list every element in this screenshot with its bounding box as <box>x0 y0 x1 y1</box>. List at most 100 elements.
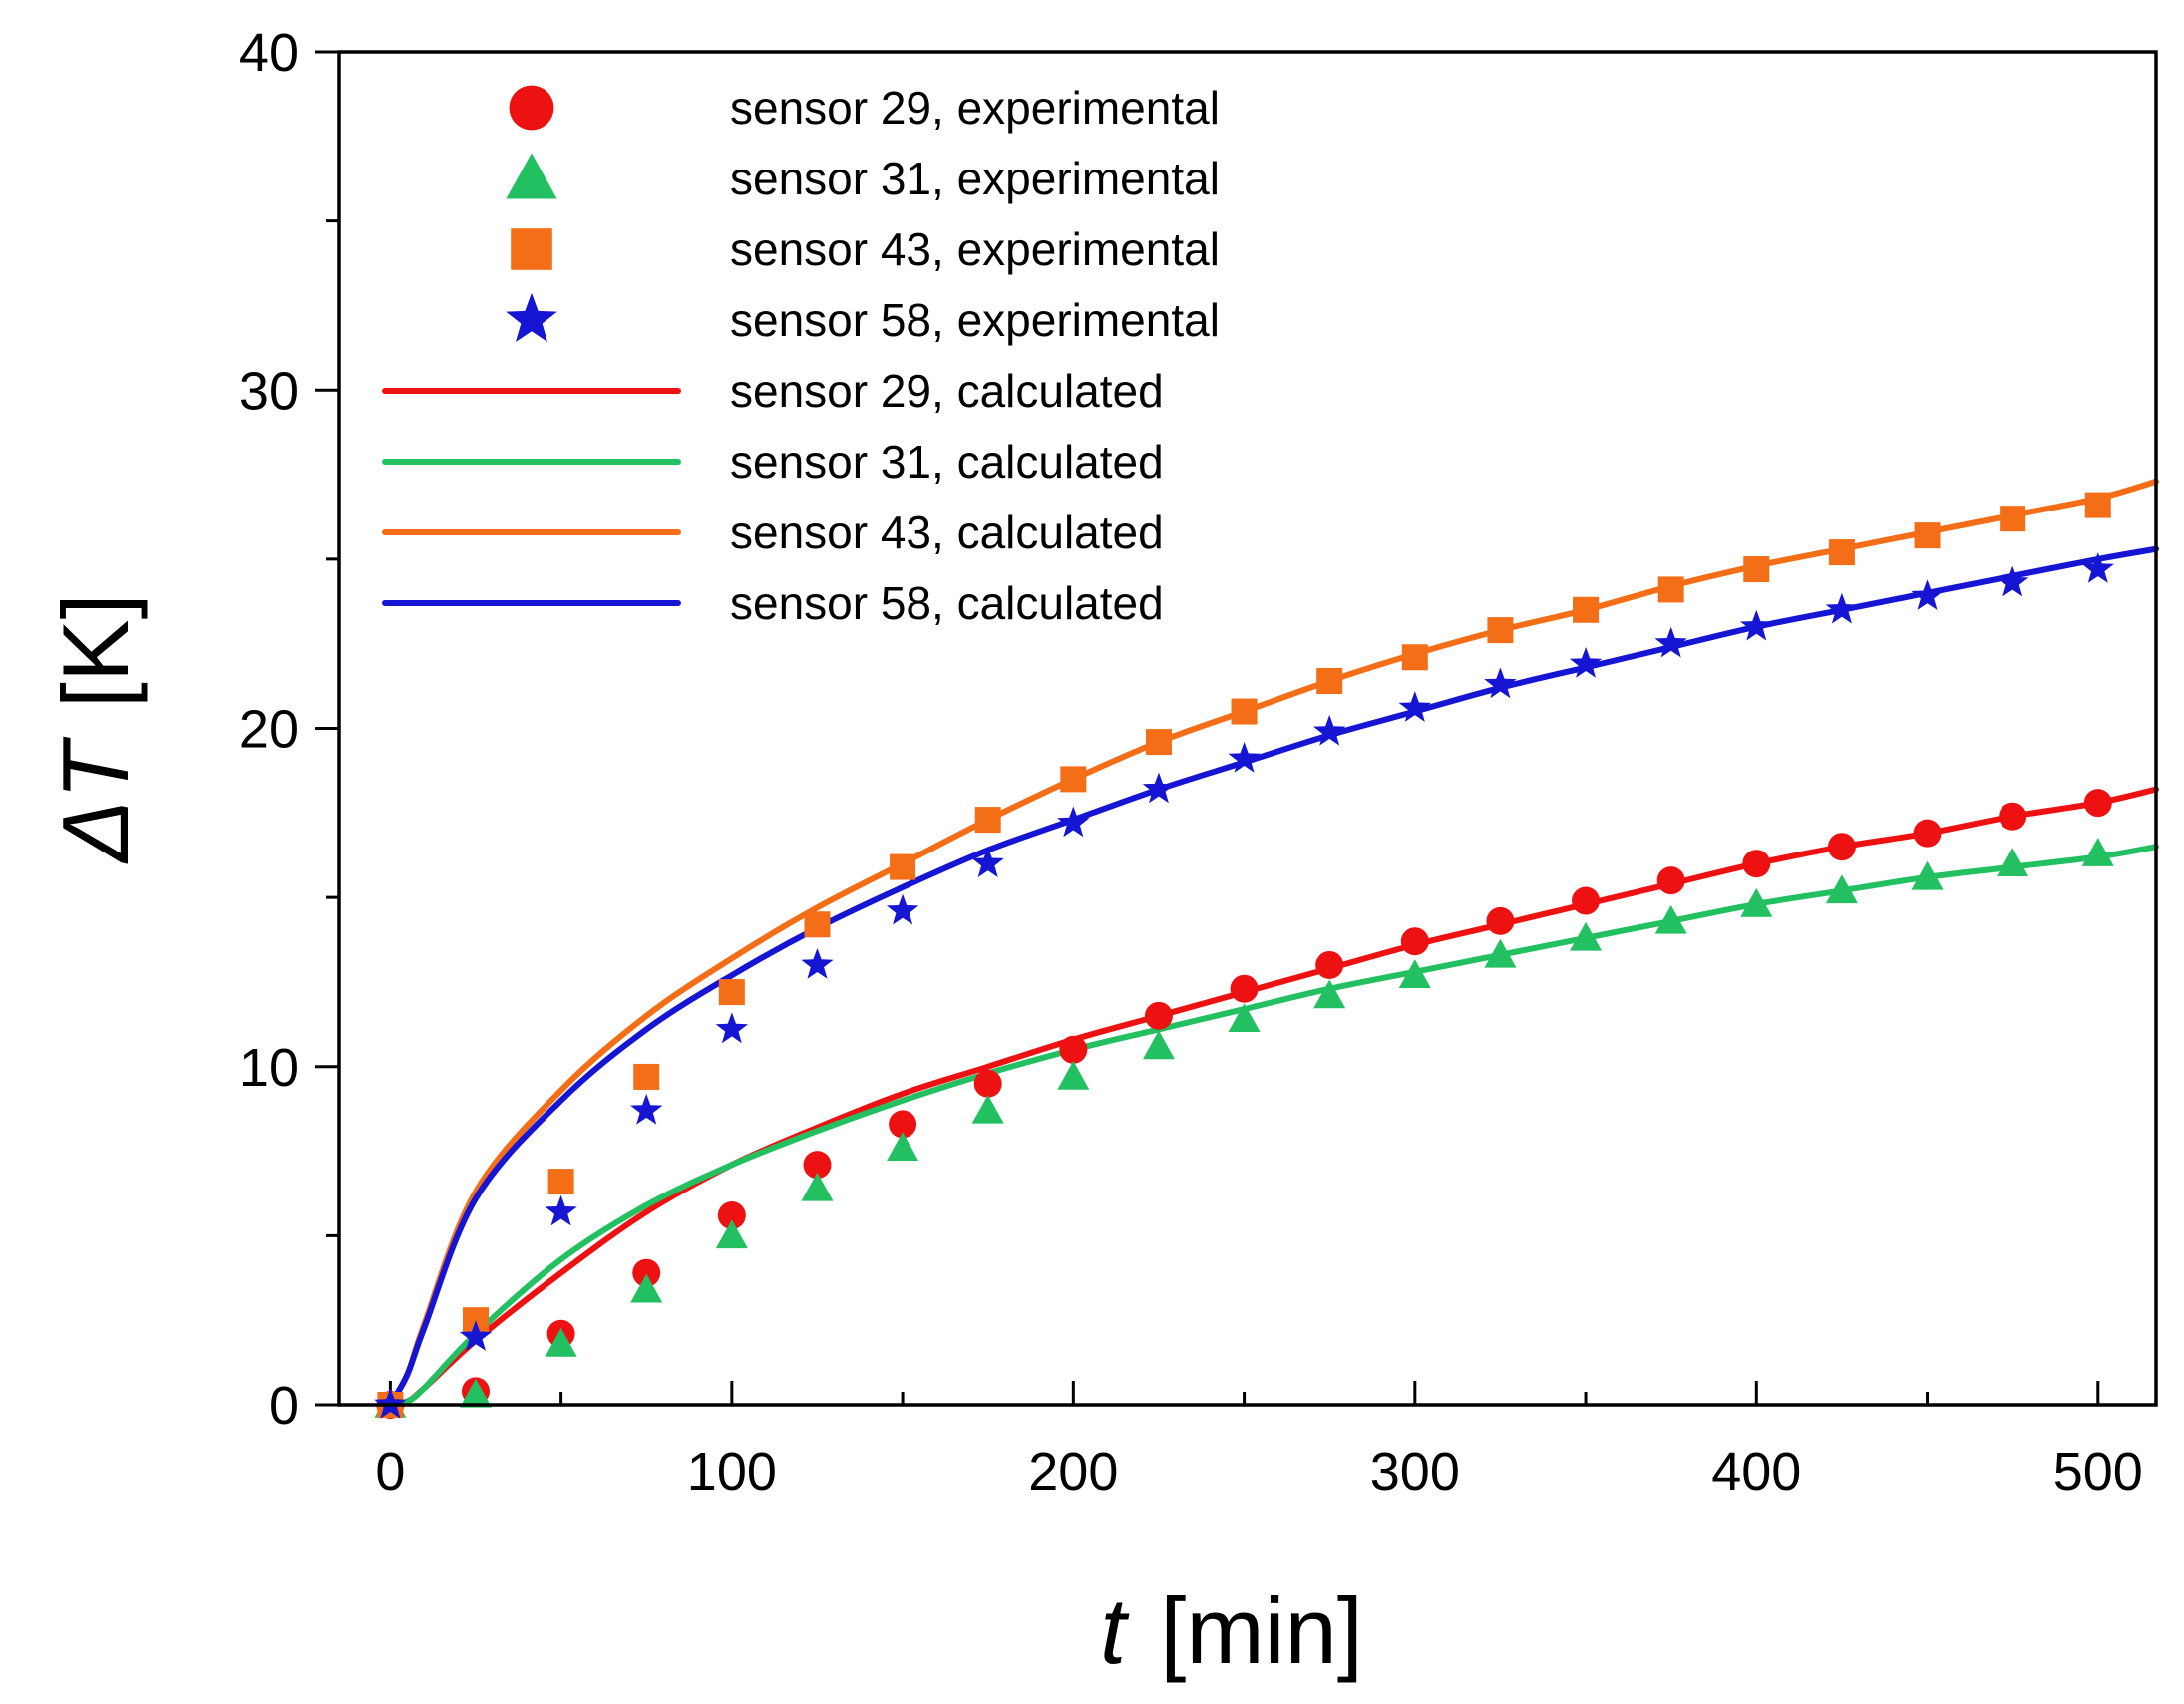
star-marker <box>1740 609 1773 641</box>
star-marker <box>1142 772 1176 804</box>
x-tick-label: 100 <box>687 1442 777 1502</box>
legend-label: sensor 43, calculated <box>730 507 1164 558</box>
circle-marker <box>803 1151 832 1180</box>
triangle-marker <box>715 1219 748 1249</box>
circle-marker <box>1572 886 1601 915</box>
square-marker <box>1401 644 1428 671</box>
triangle-marker <box>1911 860 1944 890</box>
star-marker <box>2081 552 2114 583</box>
circle-marker <box>1144 1001 1173 1030</box>
circle-marker <box>1230 974 1259 1003</box>
triangle-marker <box>1825 874 1858 904</box>
square-marker <box>2084 492 2111 518</box>
y-axis-unit: [K] <box>43 593 148 708</box>
x-axis-symbol: t <box>1100 1578 1130 1683</box>
square-marker <box>633 1063 660 1090</box>
star-marker <box>801 948 834 979</box>
star-marker <box>1484 667 1517 699</box>
star-marker <box>1569 647 1603 678</box>
legend-star-marker <box>506 292 557 342</box>
legend-label: sensor 58, experimental <box>730 294 1220 346</box>
triangle-marker <box>1142 1030 1175 1060</box>
circle-marker <box>1827 833 1856 861</box>
legend-label: sensor 31, experimental <box>730 153 1220 204</box>
y-tick-label: 40 <box>239 23 299 83</box>
legend-square-marker <box>511 228 552 270</box>
square-marker <box>1145 729 1172 756</box>
circle-marker <box>1400 927 1429 956</box>
y-axis-symbol: ΔT <box>43 737 148 864</box>
star-marker <box>1997 565 2029 597</box>
star-marker <box>715 1012 748 1044</box>
circle-marker <box>973 1069 1002 1098</box>
legend: sensor 29, experimental sensor 31, experi… <box>382 82 1220 629</box>
x-axis-unit: [min] <box>1160 1578 1363 1683</box>
y-tick-label: 10 <box>239 1038 299 1098</box>
triangle-marker <box>1228 1003 1261 1033</box>
square-marker <box>1914 522 1941 549</box>
legend-triangle-marker <box>506 153 557 199</box>
triangle-marker <box>1313 979 1346 1009</box>
square-marker <box>547 1169 574 1195</box>
star-marker <box>971 847 1004 877</box>
x-tick-label: 300 <box>1370 1442 1460 1502</box>
circle-marker <box>1656 866 1685 895</box>
square-marker <box>1828 539 1855 566</box>
legend-label: sensor 29, experimental <box>730 82 1220 134</box>
star-marker <box>1825 592 1859 624</box>
circle-marker <box>1999 802 2027 831</box>
triangle-marker <box>2081 838 2114 866</box>
star-marker <box>1911 579 1944 610</box>
legend-label: sensor 58, calculated <box>730 577 1164 629</box>
circle-marker <box>717 1201 746 1230</box>
x-tick-label: 0 <box>375 1442 405 1502</box>
star-marker <box>1057 806 1090 838</box>
square-marker <box>1060 766 1087 793</box>
legend-label: sensor 31, calculated <box>730 436 1164 488</box>
legend-circle-marker <box>509 85 554 131</box>
circle-marker <box>632 1258 661 1287</box>
square-marker <box>890 853 916 880</box>
legend-label: sensor 29, calculated <box>730 365 1164 417</box>
triangle-marker <box>1398 959 1431 988</box>
y-tick-label: 0 <box>269 1376 299 1436</box>
x-tick-label: 400 <box>1711 1442 1801 1502</box>
star-marker <box>1654 626 1687 658</box>
plot-frame <box>337 50 2158 1407</box>
legend-label: sensor 43, experimental <box>730 223 1220 275</box>
square-marker <box>974 807 1001 834</box>
square-marker <box>718 979 745 1006</box>
triangle-marker <box>459 1378 492 1408</box>
circle-marker <box>1913 819 1942 848</box>
triangle-marker <box>1057 1060 1090 1090</box>
square-marker <box>1231 698 1258 725</box>
y-axis-title: ΔT [K] <box>43 593 148 863</box>
star-marker <box>630 1093 663 1125</box>
square-marker <box>1487 617 1514 644</box>
square-marker <box>1657 576 1684 603</box>
circle-marker <box>1315 950 1344 979</box>
axis-ticks: 0 100 200 300 400 500 0 10 20 30 40 <box>239 23 2143 1502</box>
y-tick-label: 30 <box>239 361 299 421</box>
circle-marker <box>2083 789 2112 818</box>
triangle-marker <box>1484 938 1517 968</box>
star-marker <box>1398 691 1431 722</box>
square-marker <box>804 911 831 938</box>
star-marker <box>1228 742 1261 773</box>
circle-marker <box>889 1110 917 1139</box>
x-tick-label: 500 <box>2053 1442 2143 1502</box>
star-marker <box>886 893 919 925</box>
triangle-marker <box>801 1172 834 1201</box>
triangle-marker <box>971 1094 1004 1124</box>
circle-marker <box>1486 906 1515 935</box>
triangle-marker <box>887 1132 919 1161</box>
triangle-marker <box>1740 887 1773 917</box>
triangle-marker <box>1997 848 2029 876</box>
y-tick-label: 20 <box>239 700 299 760</box>
triangle-marker <box>545 1327 577 1357</box>
square-marker <box>1573 596 1600 623</box>
square-marker <box>1743 556 1770 583</box>
circle-marker <box>1059 1035 1088 1064</box>
triangle-marker <box>1654 904 1687 934</box>
